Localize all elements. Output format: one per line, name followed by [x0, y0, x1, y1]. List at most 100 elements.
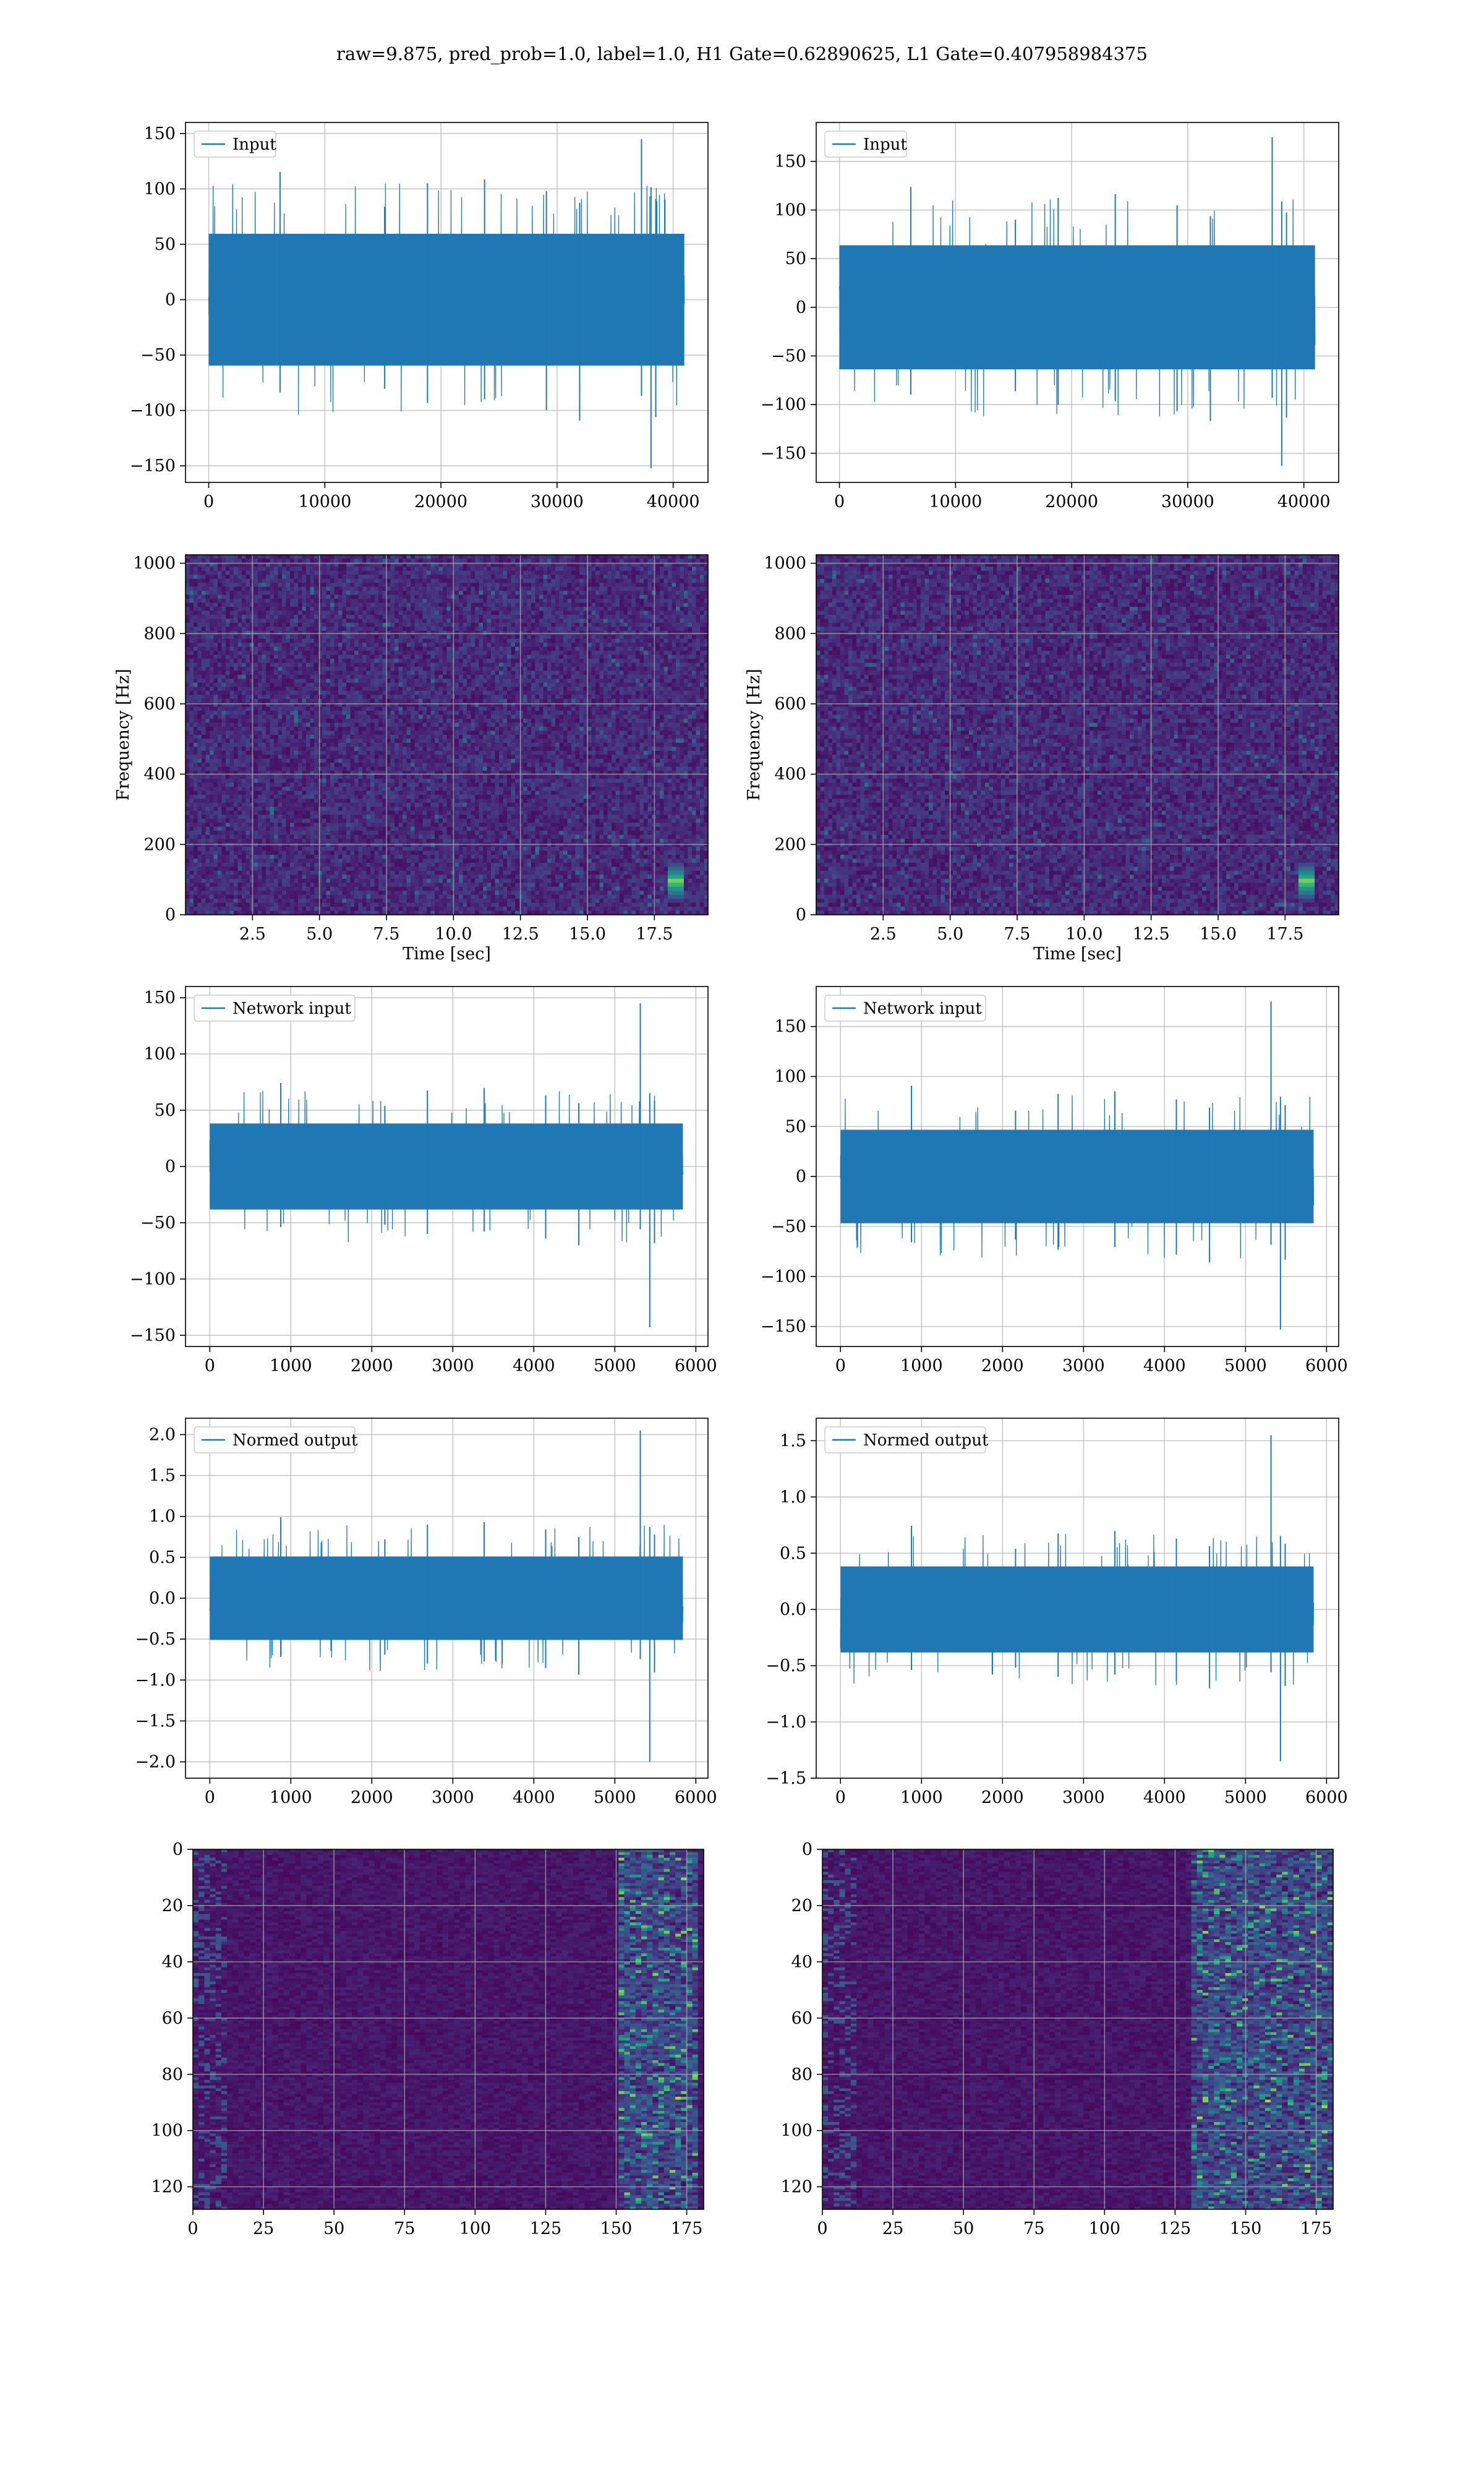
heatmap-cell — [583, 555, 588, 560]
heatmap-cell — [334, 651, 339, 656]
heatmap-cell — [483, 578, 488, 583]
heatmap-cell — [672, 575, 676, 580]
heatmap-cell — [595, 675, 600, 680]
heatmap-cell — [700, 618, 705, 623]
heatmap-cell — [234, 594, 239, 599]
heatmap-cell — [358, 586, 363, 591]
heatmap-cell — [595, 583, 600, 588]
heatmap-cell — [644, 586, 649, 591]
heatmap-cell — [523, 687, 528, 691]
heatmap-cell — [342, 670, 347, 675]
heatmap-cell — [668, 635, 673, 640]
heatmap-cell — [362, 578, 367, 583]
heatmap-cell — [688, 586, 693, 591]
heatmap-cell — [438, 651, 443, 656]
heatmap-cell — [515, 643, 520, 648]
heatmap-cell — [535, 667, 540, 672]
heatmap-cell — [430, 610, 435, 615]
heatmap-cell — [519, 687, 524, 691]
heatmap-cell — [378, 583, 383, 588]
heatmap-cell — [519, 682, 524, 687]
heatmap-cell — [491, 622, 496, 627]
heatmap-cell — [245, 654, 250, 659]
heatmap-cell — [422, 622, 427, 627]
heatmap-cell — [430, 678, 435, 683]
heatmap-cell — [579, 555, 584, 560]
heatmap-cell — [226, 646, 231, 651]
heatmap-cell — [623, 602, 628, 607]
heatmap-cell — [591, 687, 596, 691]
heatmap-cell — [467, 651, 472, 656]
heatmap-cell — [422, 638, 427, 643]
heatmap-cell — [487, 555, 492, 560]
heatmap-cell — [672, 555, 676, 560]
heatmap-cell — [322, 698, 327, 703]
heatmap-cell — [318, 602, 323, 607]
heatmap-cell — [575, 586, 580, 591]
heatmap-cell — [688, 627, 693, 631]
heatmap-cell — [535, 695, 540, 700]
heatmap-cell — [644, 675, 649, 680]
heatmap-cell — [700, 698, 705, 703]
heatmap-cell — [636, 622, 641, 627]
heatmap-cell — [314, 670, 319, 675]
heatmap-cell — [660, 654, 665, 659]
heatmap-cell — [366, 659, 371, 664]
heatmap-cell — [696, 695, 701, 700]
heatmap-cell — [406, 610, 411, 615]
heatmap-cell — [242, 567, 247, 571]
axes-frame — [816, 122, 1339, 483]
heatmap-cell — [306, 615, 311, 620]
heatmap-cell — [221, 659, 226, 664]
heatmap-cell — [419, 591, 424, 596]
heatmap-cell — [551, 646, 556, 651]
heatmap-cell — [631, 567, 636, 571]
heatmap-cell — [511, 607, 516, 612]
heatmap-cell — [491, 698, 496, 703]
heatmap-cell — [366, 594, 371, 599]
heatmap-cell — [446, 667, 451, 672]
heatmap-cell — [663, 698, 668, 703]
heatmap-cell — [563, 562, 568, 567]
heatmap-cell — [403, 659, 407, 664]
heatmap-cell — [515, 698, 520, 703]
heatmap-cell — [386, 567, 391, 571]
heatmap-cell — [262, 570, 267, 575]
heatmap-cell — [294, 630, 299, 635]
heatmap-cell — [676, 651, 681, 656]
heatmap-cell — [684, 690, 689, 695]
heatmap-cell — [366, 630, 371, 635]
heatmap-cell — [197, 662, 202, 667]
heatmap-cell — [511, 602, 516, 607]
heatmap-cell — [636, 555, 641, 560]
heatmap-cell — [704, 575, 709, 580]
heatmap-cell — [607, 567, 612, 571]
heatmap-cell — [511, 627, 516, 631]
heatmap-cell — [571, 635, 576, 640]
heatmap-cell — [575, 690, 580, 695]
heatmap-cell — [382, 567, 387, 571]
heatmap-cell — [302, 567, 307, 571]
heatmap-cell — [338, 667, 343, 672]
heatmap-cell — [218, 599, 223, 604]
heatmap-cell — [663, 594, 668, 599]
heatmap-cell — [579, 643, 584, 648]
heatmap-cell — [591, 690, 596, 695]
heatmap-cell — [539, 583, 544, 588]
heatmap-cell — [655, 618, 660, 623]
heatmap-cell — [350, 599, 355, 604]
heatmap-cell — [595, 654, 600, 659]
heatmap-cell — [318, 703, 323, 708]
heatmap-cell — [688, 607, 693, 612]
heatmap-cell — [579, 654, 584, 659]
heatmap-cell — [672, 675, 676, 680]
heatmap-cell — [507, 675, 512, 680]
heatmap-cell — [390, 659, 395, 664]
heatmap-cell — [394, 690, 399, 695]
heatmap-cell — [290, 635, 295, 640]
heatmap-cell — [419, 678, 424, 683]
heatmap-cell — [258, 654, 263, 659]
heatmap-cell — [237, 599, 242, 604]
heatmap-cell — [282, 695, 287, 700]
heatmap-cell — [700, 695, 705, 700]
